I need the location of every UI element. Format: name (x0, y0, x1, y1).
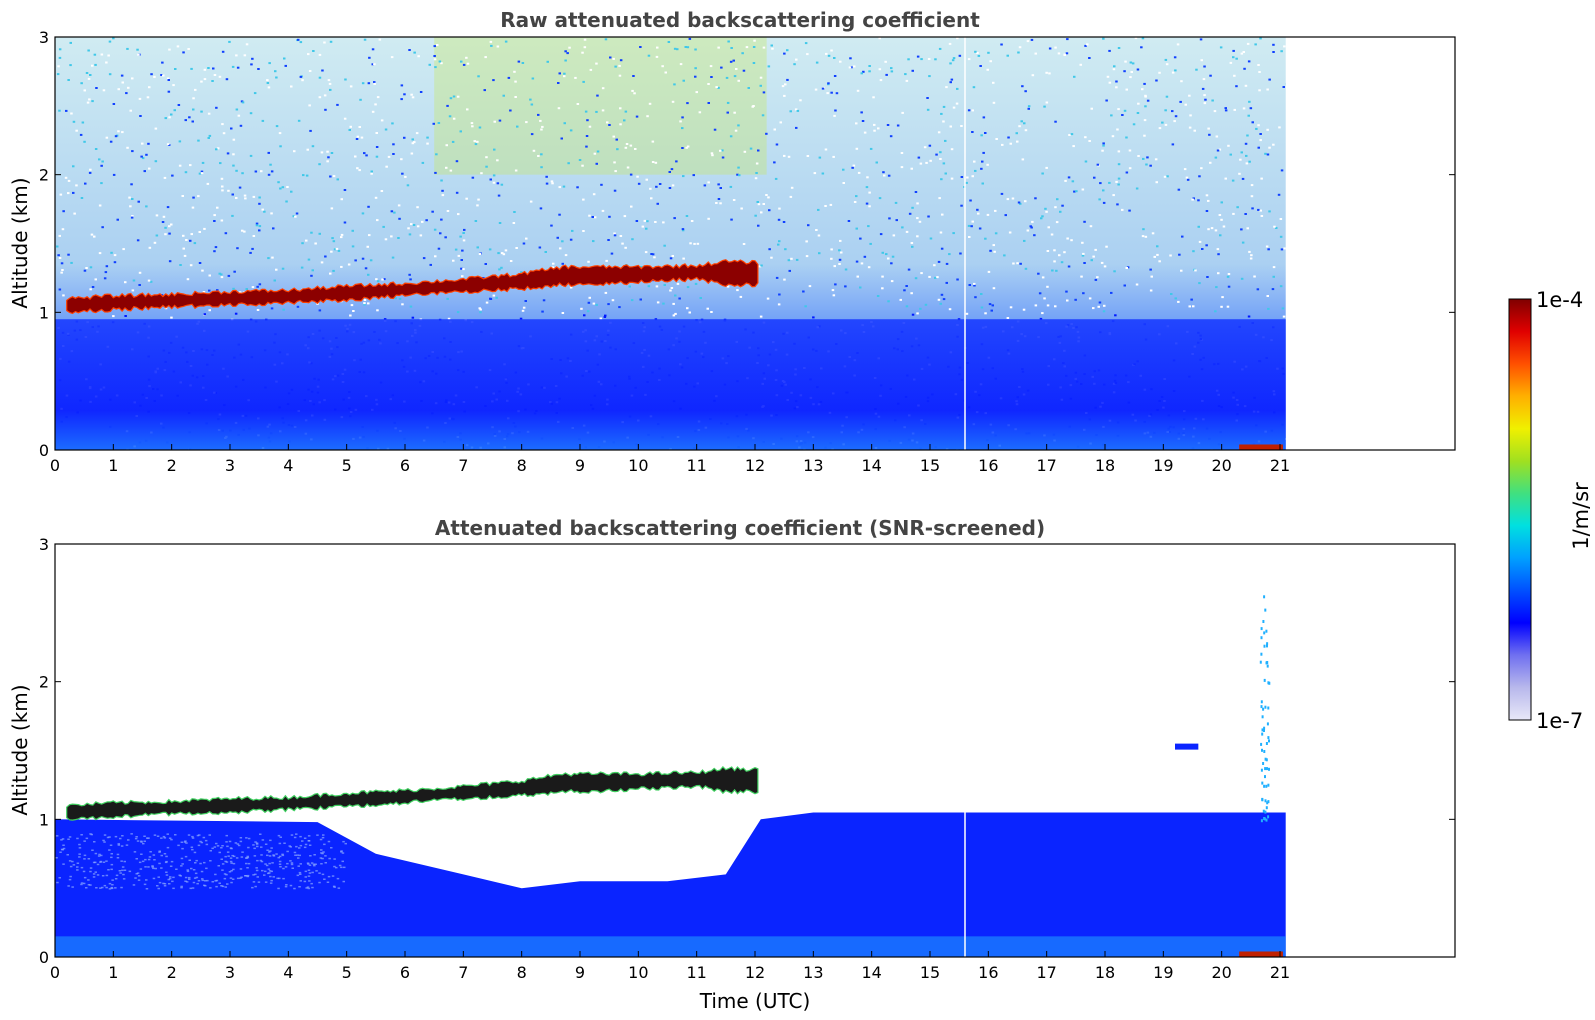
x-tick-label: 1 (108, 963, 118, 982)
y-tick-label: 0 (39, 948, 49, 967)
colorbar-max-label: 1e-4 (1536, 288, 1583, 312)
colorbar: 1e-4 1e-7 1/m/sr (1508, 288, 1593, 733)
boundary-layer (55, 319, 1286, 450)
y-tick-label: 1 (39, 303, 49, 322)
x-tick-label: 9 (575, 963, 585, 982)
x-tick-label: 5 (342, 456, 352, 475)
y-axis-label: Altitude (km) (8, 684, 32, 815)
x-tick-label: 12 (745, 456, 765, 475)
colorbar-min-label: 1e-7 (1536, 709, 1583, 733)
colorbar-gradient (1508, 298, 1532, 721)
x-tick-label: 9 (575, 456, 585, 475)
x-tick-label: 18 (1095, 456, 1115, 475)
chart-title: Raw attenuated backscattering coefficien… (500, 8, 980, 32)
x-tick-label: 15 (920, 963, 940, 982)
cloud-layer (66, 766, 759, 821)
x-tick-label: 2 (167, 456, 177, 475)
x-tick-label: 12 (745, 963, 765, 982)
x-tick-label: 6 (400, 963, 410, 982)
y-axis: 0 1 2 3 (39, 535, 1455, 967)
x-tick-label: 20 (1211, 963, 1231, 982)
backscatter-heatmap (55, 37, 1286, 450)
residual-fragments (1259, 595, 1271, 823)
y-tick-label: 1 (39, 810, 49, 829)
x-tick-label: 11 (686, 456, 706, 475)
x-tick-label: 13 (803, 963, 823, 982)
x-tick-label: 8 (517, 456, 527, 475)
x-tick-label: 11 (686, 963, 706, 982)
ground-echo (1239, 444, 1283, 450)
x-tick-label: 19 (1153, 456, 1173, 475)
x-tick-label: 5 (342, 963, 352, 982)
x-tick-label: 3 (225, 963, 235, 982)
x-tick-label: 7 (458, 963, 468, 982)
chart-title: Attenuated backscattering coefficient (S… (435, 516, 1045, 540)
x-tick-label: 20 (1211, 456, 1231, 475)
x-tick-label: 10 (628, 456, 648, 475)
x-tick-label: 6 (400, 456, 410, 475)
x-tick-label: 4 (283, 456, 293, 475)
y-tick-label: 3 (39, 28, 49, 47)
x-tick-label: 17 (1036, 456, 1056, 475)
boundary-layer (55, 812, 1286, 957)
colorbar-unit-label: 1/m/sr (1569, 482, 1593, 550)
x-tick-label: 21 (1270, 963, 1290, 982)
raw-backscatter-panel: Raw attenuated backscattering coefficien… (8, 8, 1456, 475)
y-tick-label: 3 (39, 535, 49, 554)
x-tick-label: 15 (920, 456, 940, 475)
small-cloud (1175, 743, 1199, 750)
x-tick-label: 7 (458, 456, 468, 475)
y-tick-label: 0 (39, 441, 49, 460)
x-tick-label: 14 (861, 456, 881, 475)
cloud-layer (66, 259, 759, 315)
x-tick-label: 2 (167, 963, 177, 982)
x-tick-label: 13 (803, 456, 823, 475)
y-axis: 0 1 2 3 (39, 28, 1455, 460)
x-axis: 0 1 2 3 4 5 6 7 8 9 10 11 12 13 14 15 16 17 18 19 20 21 (50, 951, 1290, 982)
backscatter-heatmap (55, 544, 1286, 957)
x-tick-label: 21 (1270, 456, 1290, 475)
surface-layer (55, 936, 1286, 957)
x-tick-label: 17 (1036, 963, 1056, 982)
x-tick-label: 14 (861, 963, 881, 982)
x-tick-label: 1 (108, 456, 118, 475)
x-axis-label: Time (UTC) (699, 989, 811, 1013)
x-tick-label: 10 (628, 963, 648, 982)
y-tick-label: 2 (39, 673, 49, 692)
x-tick-label: 18 (1095, 963, 1115, 982)
snr-screened-backscatter-panel: Attenuated backscattering coefficient (S… (8, 516, 1456, 1013)
daytime-noise (434, 37, 767, 175)
ground-echo (1239, 951, 1283, 957)
x-tick-label: 16 (978, 456, 998, 475)
y-axis-label: Altitude (km) (8, 177, 32, 308)
aerosol-speckle (55, 833, 347, 890)
x-tick-label: 0 (50, 963, 60, 982)
x-tick-label: 8 (517, 963, 527, 982)
x-tick-label: 3 (225, 456, 235, 475)
x-tick-label: 19 (1153, 963, 1173, 982)
x-tick-label: 4 (283, 963, 293, 982)
x-tick-label: 16 (978, 963, 998, 982)
y-tick-label: 2 (39, 166, 49, 185)
x-axis: 0 1 2 3 4 5 6 7 8 9 10 11 12 13 14 15 16 17 18 19 20 21 (50, 444, 1290, 475)
x-tick-label: 0 (50, 456, 60, 475)
